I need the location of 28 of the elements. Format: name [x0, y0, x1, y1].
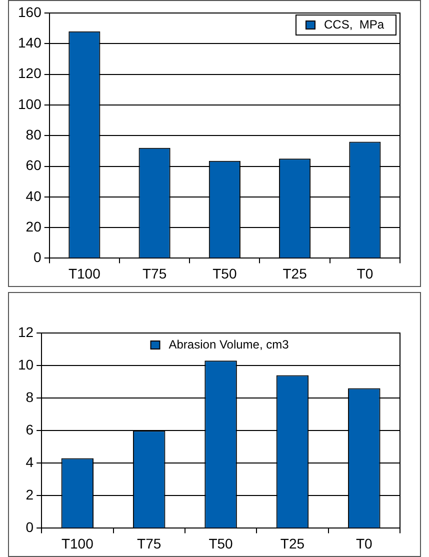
y-tick-label: 2 [26, 486, 34, 503]
x-tick-label: T75 [142, 265, 167, 282]
y-tick-label: 8 [26, 388, 34, 405]
y-tick-label: 4 [26, 454, 34, 470]
y-tick-label: 40 [26, 188, 42, 204]
x-tick-label: T100 [68, 265, 101, 282]
y-tick-label: 0 [26, 519, 34, 536]
x-tick-label: T50 [212, 265, 237, 282]
y-tick-label: 12 [18, 324, 34, 340]
y-tick-label: 60 [26, 157, 42, 174]
y-tick-label: 140 [18, 34, 42, 51]
y-tick-label: 120 [18, 65, 42, 82]
y-tick-label: 10 [18, 356, 34, 372]
y-tick-label: 160 [18, 4, 42, 20]
x-tick-label: T0 [356, 535, 373, 552]
legend-label: Abrasion Volume, cm3 [168, 337, 290, 352]
legend-label: CCS, MPa [324, 17, 384, 32]
y-tick-label: 0 [34, 249, 42, 266]
x-tick-label: T75 [137, 535, 162, 552]
y-tick-label: 20 [26, 218, 42, 234]
y-tick-label: 80 [26, 126, 42, 142]
x-tick-label: T25 [282, 265, 308, 282]
x-tick-label: T50 [208, 535, 234, 552]
x-tick-label: T100 [61, 535, 94, 552]
x-tick-label: T25 [280, 535, 305, 552]
y-tick-label: 6 [26, 421, 34, 438]
y-tick-label: 100 [18, 96, 42, 112]
x-tick-label: T0 [356, 265, 374, 282]
